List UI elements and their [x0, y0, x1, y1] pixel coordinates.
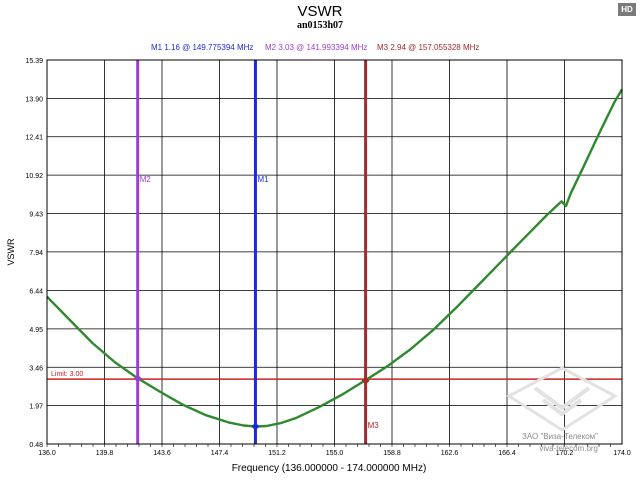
readout-m2: M2 3.03 @ 141.993394 MHz: [265, 43, 367, 52]
x-tick-label: 158.8: [383, 450, 401, 457]
x-tick-label: 143.6: [153, 450, 171, 457]
company-logo-watermark: [506, 366, 618, 432]
x-tick-label: 155.0: [326, 450, 344, 457]
y-tick-label: 4.95: [29, 327, 43, 334]
x-tick-label: 139.8: [96, 450, 114, 457]
marker-label-m3: M3: [368, 421, 380, 430]
chart-title: VSWR: [297, 3, 343, 20]
x-tick-label: 174.0: [613, 450, 631, 457]
y-tick-label: 9.43: [29, 211, 43, 218]
y-axis-label: VSWR: [6, 238, 16, 266]
grid: [46, 59, 623, 445]
x-tick-label: 170.2: [556, 450, 574, 457]
hd-badge[interactable]: HD: [618, 3, 636, 16]
y-tick-label: 12.41: [25, 135, 43, 142]
marker-point-m2: [133, 374, 142, 383]
marker-label-m1: M1: [257, 175, 269, 184]
x-tick-label: 166.4: [498, 450, 516, 457]
marker-point-m1: [251, 422, 260, 431]
y-tick-label: 6.44: [29, 289, 43, 296]
x-tick-label: 162.6: [441, 450, 459, 457]
x-axis-label: Frequency (136.000000 - 174.000000 MHz): [232, 463, 427, 474]
company-name: ЗАО "Виза-Телеком": [522, 432, 598, 441]
y-tick-label: 10.92: [25, 173, 43, 180]
marker-label-m2: M2: [140, 175, 152, 184]
marker-point-m3: [361, 376, 370, 385]
marker-readouts: M1 1.16 @ 149.775394 MHz M2 3.03 @ 141.99…: [151, 43, 479, 52]
vswr-series-line: [46, 88, 624, 428]
chart-subtitle: an0153h07: [296, 20, 344, 31]
limit-label: Limit: 3.00: [51, 371, 83, 378]
x-tick-label: 136.0: [38, 450, 56, 457]
series-group: [46, 88, 624, 428]
markers-group: M1 M2 M3: [133, 60, 380, 444]
plot-frame: [46, 59, 623, 445]
y-tick-label: 7.94: [29, 250, 43, 257]
x-tick-label: 151.2: [268, 450, 286, 457]
y-tick-label: 13.90: [25, 96, 43, 103]
y-tick-label: 3.46: [29, 365, 43, 372]
limit-line-group: Limit: 3.00: [47, 371, 622, 380]
y-tick-label: 1.97: [29, 404, 43, 411]
x-tick-label: 147.4: [211, 450, 229, 457]
y-tick-label: 15.39: [25, 58, 43, 65]
axes: 136.0 139.8 143.6 147.4 151.2 155.0 158.8 162.6…: [25, 58, 630, 457]
readout-m3: M3 2.94 @ 157.055328 MHz: [377, 43, 479, 52]
readout-m1: M1 1.16 @ 149.775394 MHz: [151, 43, 253, 52]
company-website: viva-telecom.org: [539, 444, 598, 453]
y-tick-label: 0.48: [29, 442, 43, 449]
